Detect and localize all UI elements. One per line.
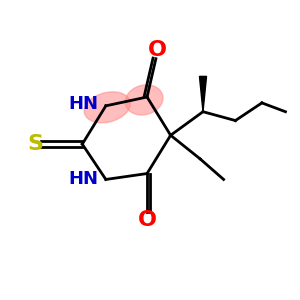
Polygon shape bbox=[200, 76, 206, 112]
Text: HN: HN bbox=[68, 95, 98, 113]
Text: S: S bbox=[27, 134, 43, 154]
Ellipse shape bbox=[84, 92, 130, 123]
Ellipse shape bbox=[125, 85, 163, 115]
Text: HN: HN bbox=[68, 170, 98, 188]
Text: O: O bbox=[148, 40, 167, 61]
Text: O: O bbox=[138, 210, 157, 230]
